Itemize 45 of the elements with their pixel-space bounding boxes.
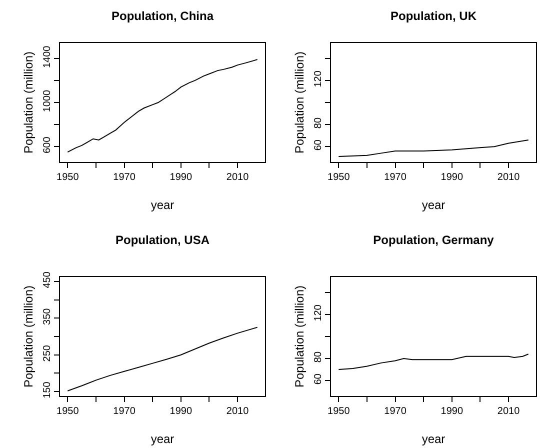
x-tick-label: 1990 (170, 172, 192, 183)
x-tick-label: 1950 (56, 406, 80, 417)
x-tick-label: 1950 (328, 406, 350, 417)
y-axis-title: Population (million) (292, 285, 306, 388)
x-axis-title: year (150, 432, 174, 446)
x-axis-title: year (150, 198, 174, 212)
x-tick-label: 1970 (384, 172, 407, 183)
y-tick-label: 150 (42, 381, 53, 398)
chart-title: Population, USA (116, 233, 210, 248)
x-tick-label: 1990 (440, 172, 464, 183)
y-tick-label: 450 (42, 271, 53, 288)
y-tick-label: 80 (313, 117, 324, 129)
x-axis-title: year (422, 198, 446, 212)
y-tick-label: 250 (42, 344, 53, 362)
y-tick-label: 350 (42, 308, 53, 325)
x-tick-label: 1970 (384, 406, 407, 417)
x-tick-label: 1990 (170, 406, 192, 417)
x-tick-label: 1970 (113, 172, 136, 183)
y-tick-label: 120 (313, 304, 324, 322)
x-tick-label: 1950 (328, 172, 350, 183)
line-series (67, 326, 258, 392)
x-tick-label: 2010 (497, 406, 520, 417)
y-tick-label: 60 (313, 139, 324, 151)
x-tick-label: 1970 (113, 406, 136, 417)
y-axis-title: Population (million) (21, 285, 36, 388)
x-tick-label: 2010 (497, 172, 520, 183)
x-tick-label: 1990 (440, 406, 464, 417)
x-tick-label: 2010 (226, 172, 250, 183)
y-axis-title: Population (million) (21, 51, 36, 154)
y-tick-label: 60 (313, 373, 324, 385)
chart-title: Population, UK (390, 9, 477, 24)
chart-title: Population, Germany (373, 233, 494, 248)
x-tick-label: 1950 (56, 172, 80, 183)
x-axis-title: year (422, 432, 446, 446)
y-axis-title: Population (million) (292, 51, 306, 154)
y-tick-label: 1400 (42, 45, 53, 68)
x-tick-label: 2010 (226, 406, 250, 417)
line-series (67, 59, 258, 153)
y-tick-label: 120 (313, 70, 324, 88)
y-tick-label: 80 (313, 351, 324, 363)
line-series (338, 354, 529, 370)
y-tick-label: 600 (42, 136, 53, 154)
line-series (338, 139, 529, 157)
y-tick-label: 1000 (42, 89, 53, 112)
chart-title: Population, China (112, 9, 214, 24)
